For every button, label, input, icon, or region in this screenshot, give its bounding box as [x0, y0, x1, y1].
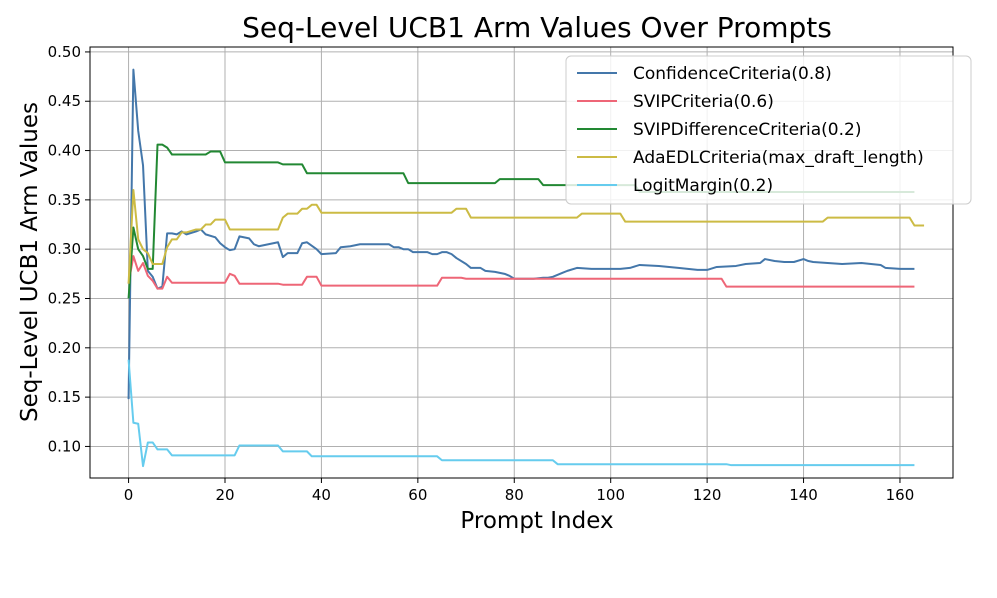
- series-line-adaedlcriteria-max-draft-length: [127, 189, 925, 284]
- y-tick-label: 0.30: [48, 240, 81, 258]
- axis-ticks: 0 20 40 60 80 100 120 140 160 0.10 0.15 0.20 0.25 0.3…: [48, 43, 915, 504]
- plot-frame: [89, 46, 954, 479]
- x-tick-label: 100: [596, 486, 625, 504]
- series-line-svipdifferencecriteria-0-2: [127, 143, 915, 299]
- chart-title: Seq-Level UCB1 Arm Values Over Prompts: [242, 11, 832, 44]
- legend-label: SVIPCriteria(0.6): [633, 92, 774, 112]
- y-tick-label: 0.45: [48, 92, 81, 110]
- y-tick-label: 0.10: [48, 437, 81, 455]
- y-tick-label: 0.20: [48, 339, 81, 357]
- x-axis-title: Prompt Index: [460, 508, 613, 534]
- x-tick-label: 60: [408, 486, 427, 504]
- series-line-confidencecriteria-0-8: [127, 68, 915, 400]
- y-tick-label: 0.35: [48, 191, 81, 209]
- series-line-svipcriteria-0-6: [127, 255, 915, 290]
- legend-label: ConfidenceCriteria(0.8): [633, 64, 832, 84]
- y-tick-label: 0.40: [48, 142, 81, 160]
- legend-box: [565, 55, 972, 205]
- x-tick-label: 140: [789, 486, 818, 504]
- y-tick-label: 0.25: [48, 289, 81, 307]
- x-tick-label: 160: [886, 486, 915, 504]
- x-tick-label: 120: [693, 486, 722, 504]
- y-tick-label: 0.50: [48, 43, 81, 61]
- legend-label: SVIPDifferenceCriteria(0.2): [633, 120, 861, 140]
- x-tick-label: 40: [312, 486, 331, 504]
- legend-label: AdaEDLCriteria(max_draft_length): [633, 148, 924, 168]
- y-axis-title: Seq-Level UCB1 Arm Values: [17, 102, 43, 422]
- legend: ConfidenceCriteria(0.8) SVIPCriteria(0.6)…: [565, 55, 972, 205]
- x-tick-label: 80: [505, 486, 524, 504]
- series-line-logitmargin-0-2: [127, 359, 915, 468]
- series-lines: [127, 68, 925, 468]
- legend-label: LogitMargin(0.2): [633, 176, 773, 196]
- x-tick-label: 20: [215, 486, 234, 504]
- y-tick-label: 0.15: [48, 388, 81, 406]
- x-tick-label: 0: [124, 486, 134, 504]
